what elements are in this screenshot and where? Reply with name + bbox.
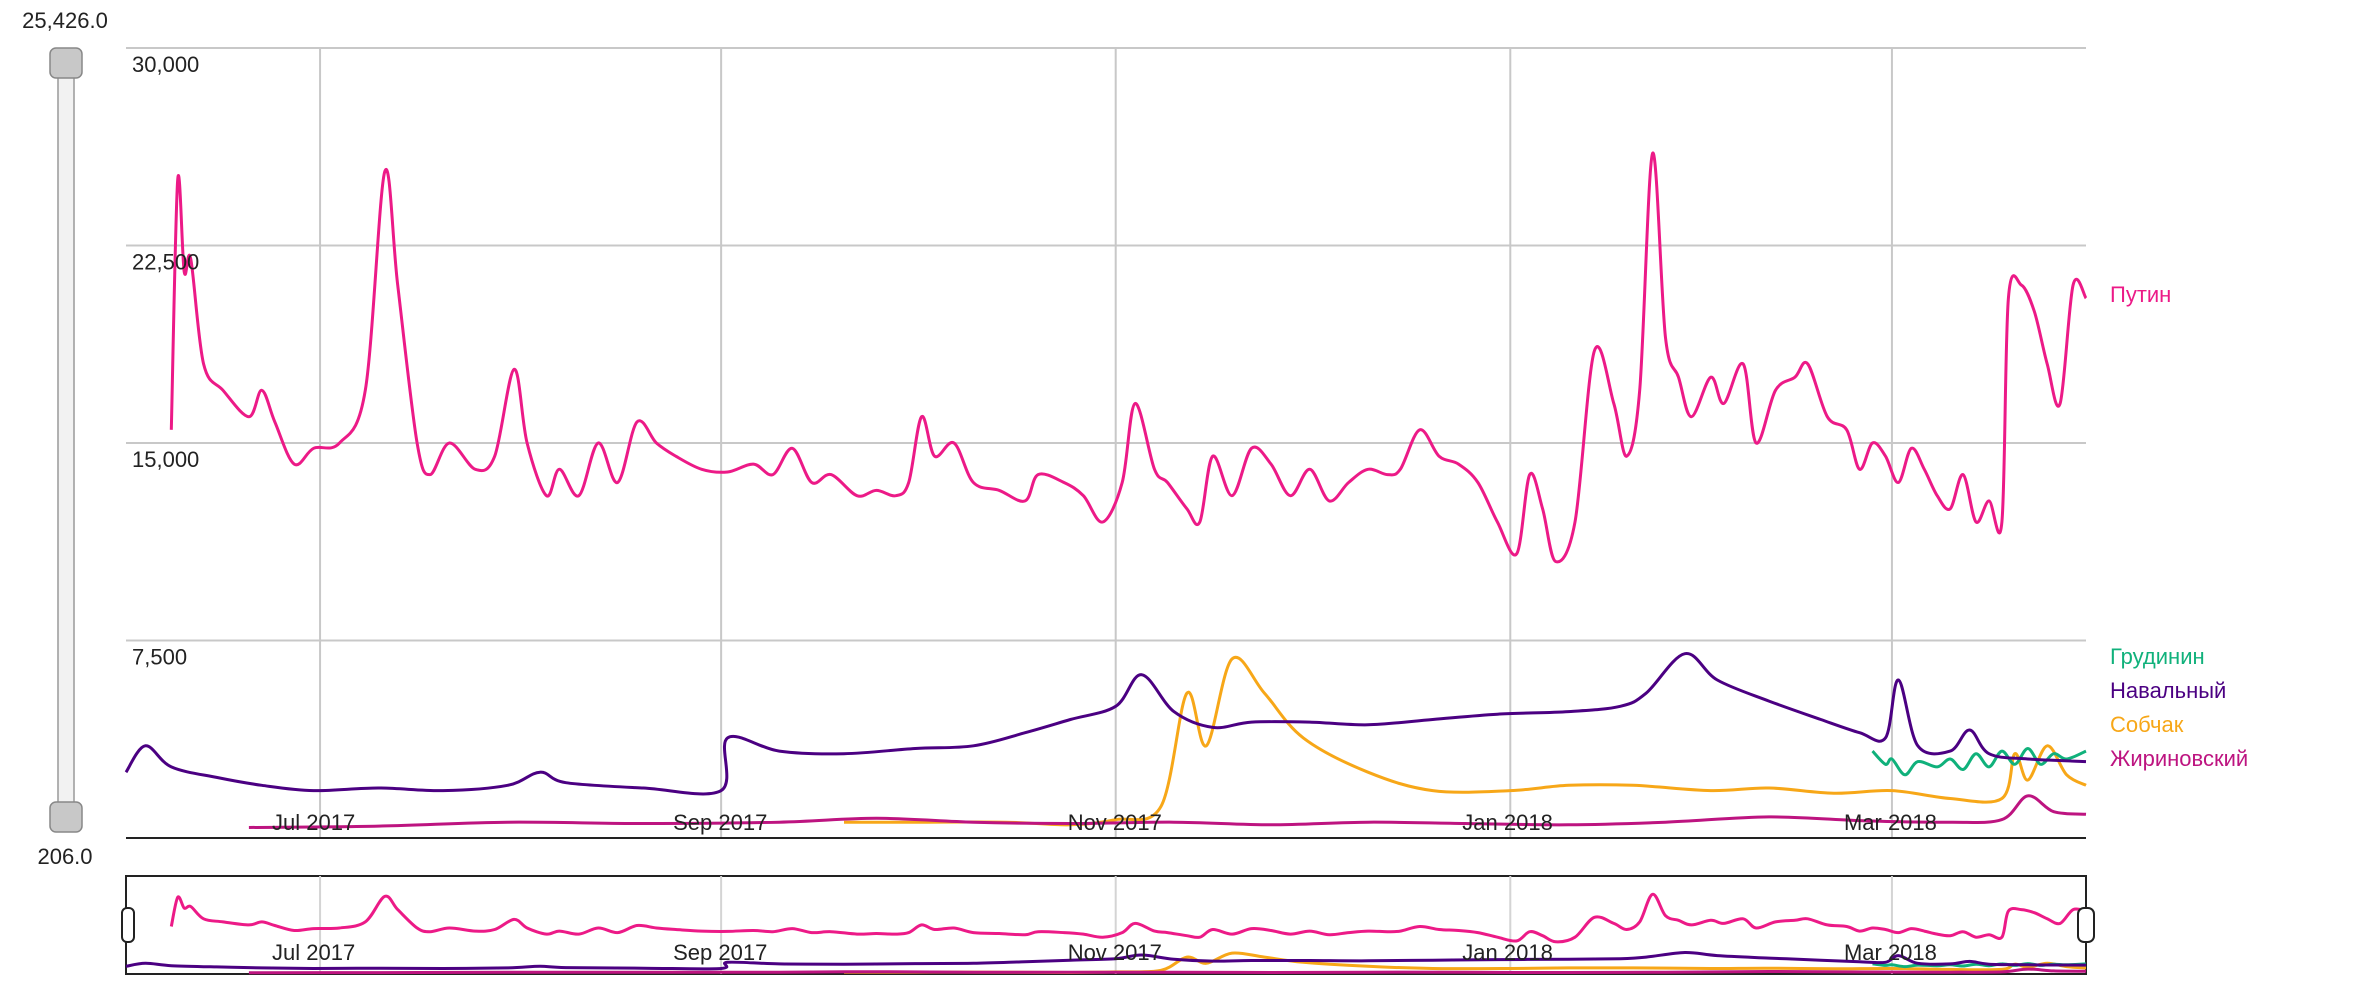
x-tick-label: Jan 2018: [1462, 810, 1553, 835]
overview-x-tick-label: Jul 2017: [272, 940, 355, 965]
legend-label-1[interactable]: Грудинин: [2110, 644, 2205, 669]
overview-series-line-0: [169, 892, 2087, 944]
legend-label-0[interactable]: Путин: [2110, 282, 2171, 307]
overview-x-tick-label: Nov 2017: [1068, 940, 1162, 965]
y-range-slider-top-handle[interactable]: [49, 47, 83, 79]
y-tick-label: 7,500: [132, 645, 187, 670]
y-range-slider-track[interactable]: [57, 49, 75, 821]
main-plot-grid: [126, 47, 2086, 838]
overview-series: [125, 892, 2087, 975]
overview-series-line-2: [125, 950, 2087, 971]
series-line-0[interactable]: [169, 151, 2088, 564]
x-tick-label: Nov 2017: [1068, 810, 1162, 835]
y-range-max-label: 25,426.0: [22, 8, 108, 33]
brush-right-handle[interactable]: [2077, 907, 2095, 943]
y-range-slider-bottom-handle[interactable]: [49, 801, 83, 833]
overview-series-line-4: [248, 967, 2087, 975]
y-tick-label: 30,000: [132, 52, 199, 77]
series-line-4[interactable]: [248, 794, 2087, 829]
main-plot-labels: 30,000 22,500 15,000 7,500 Jul 2017 Sep 2017 N…: [132, 52, 1937, 835]
main-plot-series: [124, 151, 2088, 829]
y-range-min-label: 206.0: [37, 844, 92, 869]
x-tick-label: Mar 2018: [1844, 810, 1937, 835]
overview-labels: Jul 2017 Sep 2017 Nov 2017 Jan 2018 Mar 2018: [272, 940, 1937, 965]
x-tick-label: Jul 2017: [272, 810, 355, 835]
overview-x-tick-label: Jan 2018: [1462, 940, 1553, 965]
y-tick-label: 22,500: [132, 250, 199, 275]
y-tick-label: 15,000: [132, 447, 199, 472]
series-line-1[interactable]: [1871, 747, 2087, 777]
legend-label-4[interactable]: Жириновский: [2110, 746, 2248, 771]
overview-x-tick-label: Mar 2018: [1844, 940, 1937, 965]
legend-label-3[interactable]: Собчак: [2110, 712, 2184, 737]
x-tick-label: Sep 2017: [673, 810, 767, 835]
series-line-2[interactable]: [124, 652, 2087, 796]
brush-left-handle[interactable]: [121, 907, 135, 943]
overview-x-tick-label: Sep 2017: [673, 940, 767, 965]
legend: Путин Грудинин Навальный Собчак Жириновский: [2110, 282, 2248, 771]
series-line-3[interactable]: [843, 655, 2087, 827]
legend-label-2[interactable]: Навальный: [2110, 678, 2226, 703]
